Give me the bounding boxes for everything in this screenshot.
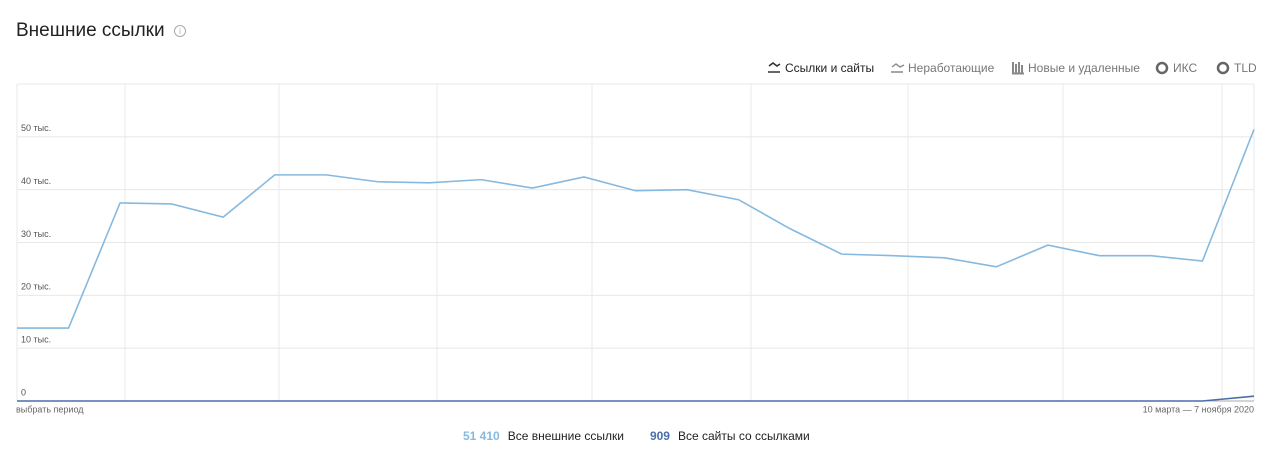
- legend-label[interactable]: Все внешние ссылки: [508, 429, 624, 443]
- info-icon[interactable]: [174, 25, 186, 37]
- tab-label: Новые и удаленные: [1028, 61, 1140, 75]
- series-line: [17, 129, 1255, 329]
- tab-iks[interactable]: ИКС: [1155, 61, 1197, 75]
- series-line: [17, 395, 1255, 402]
- legend-label[interactable]: Все сайты со ссылками: [678, 429, 810, 443]
- info-icon-glyph: i: [179, 27, 181, 36]
- tab-label: Ссылки и сайты: [785, 61, 874, 75]
- tab-label: ИКС: [1173, 61, 1197, 75]
- chart-title: Внешние ссылки: [16, 20, 165, 41]
- legend-value: 909: [650, 429, 670, 443]
- y-tick-label: 40 тыс.: [21, 176, 51, 186]
- y-tick-label: 20 тыс.: [21, 282, 51, 292]
- y-tick-label: 0: [21, 387, 26, 397]
- tab-tld[interactable]: TLD: [1216, 61, 1257, 75]
- period-button[interactable]: выбрать период: [16, 404, 84, 414]
- period-range: 10 марта — 7 ноября 2020: [1143, 404, 1254, 414]
- tab-label: Неработающие: [908, 61, 995, 75]
- tab-label: TLD: [1234, 61, 1257, 75]
- y-tick-label: 50 тыс.: [21, 123, 51, 133]
- y-tick-label: 10 тыс.: [21, 335, 51, 345]
- tab-broken[interactable]: Неработающие: [891, 61, 995, 75]
- tab-links-sites[interactable]: Ссылки и сайты: [768, 61, 874, 75]
- y-tick-label: 30 тыс.: [21, 229, 51, 239]
- legend-value: 51 410: [463, 429, 500, 443]
- tab-new-deleted[interactable]: Новые и удаленные: [1012, 61, 1140, 75]
